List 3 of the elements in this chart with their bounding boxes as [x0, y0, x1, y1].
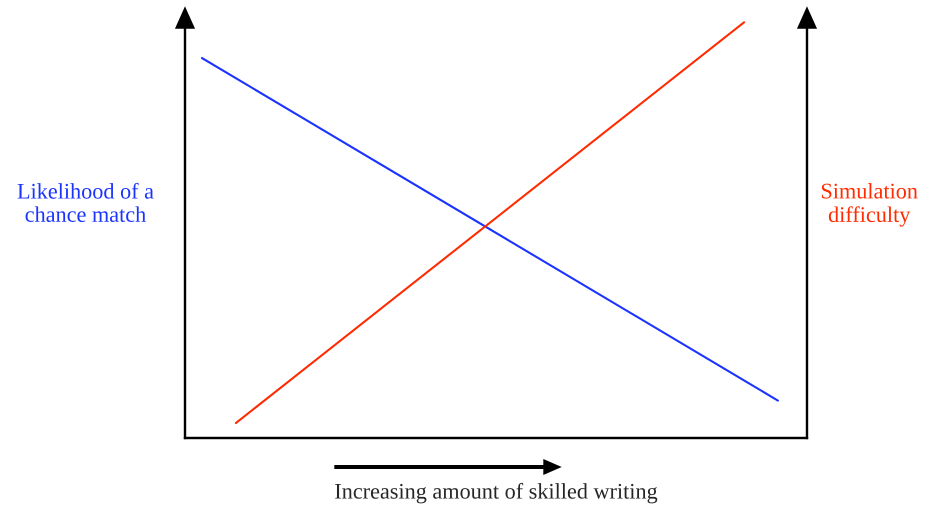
y2-axis-title: Simulation difficulty	[822, 182, 918, 227]
x-axis-title: Increasing amount of skilled writing	[335, 482, 658, 504]
y-axis-title: Likelihood of a chance match	[18, 182, 154, 222]
